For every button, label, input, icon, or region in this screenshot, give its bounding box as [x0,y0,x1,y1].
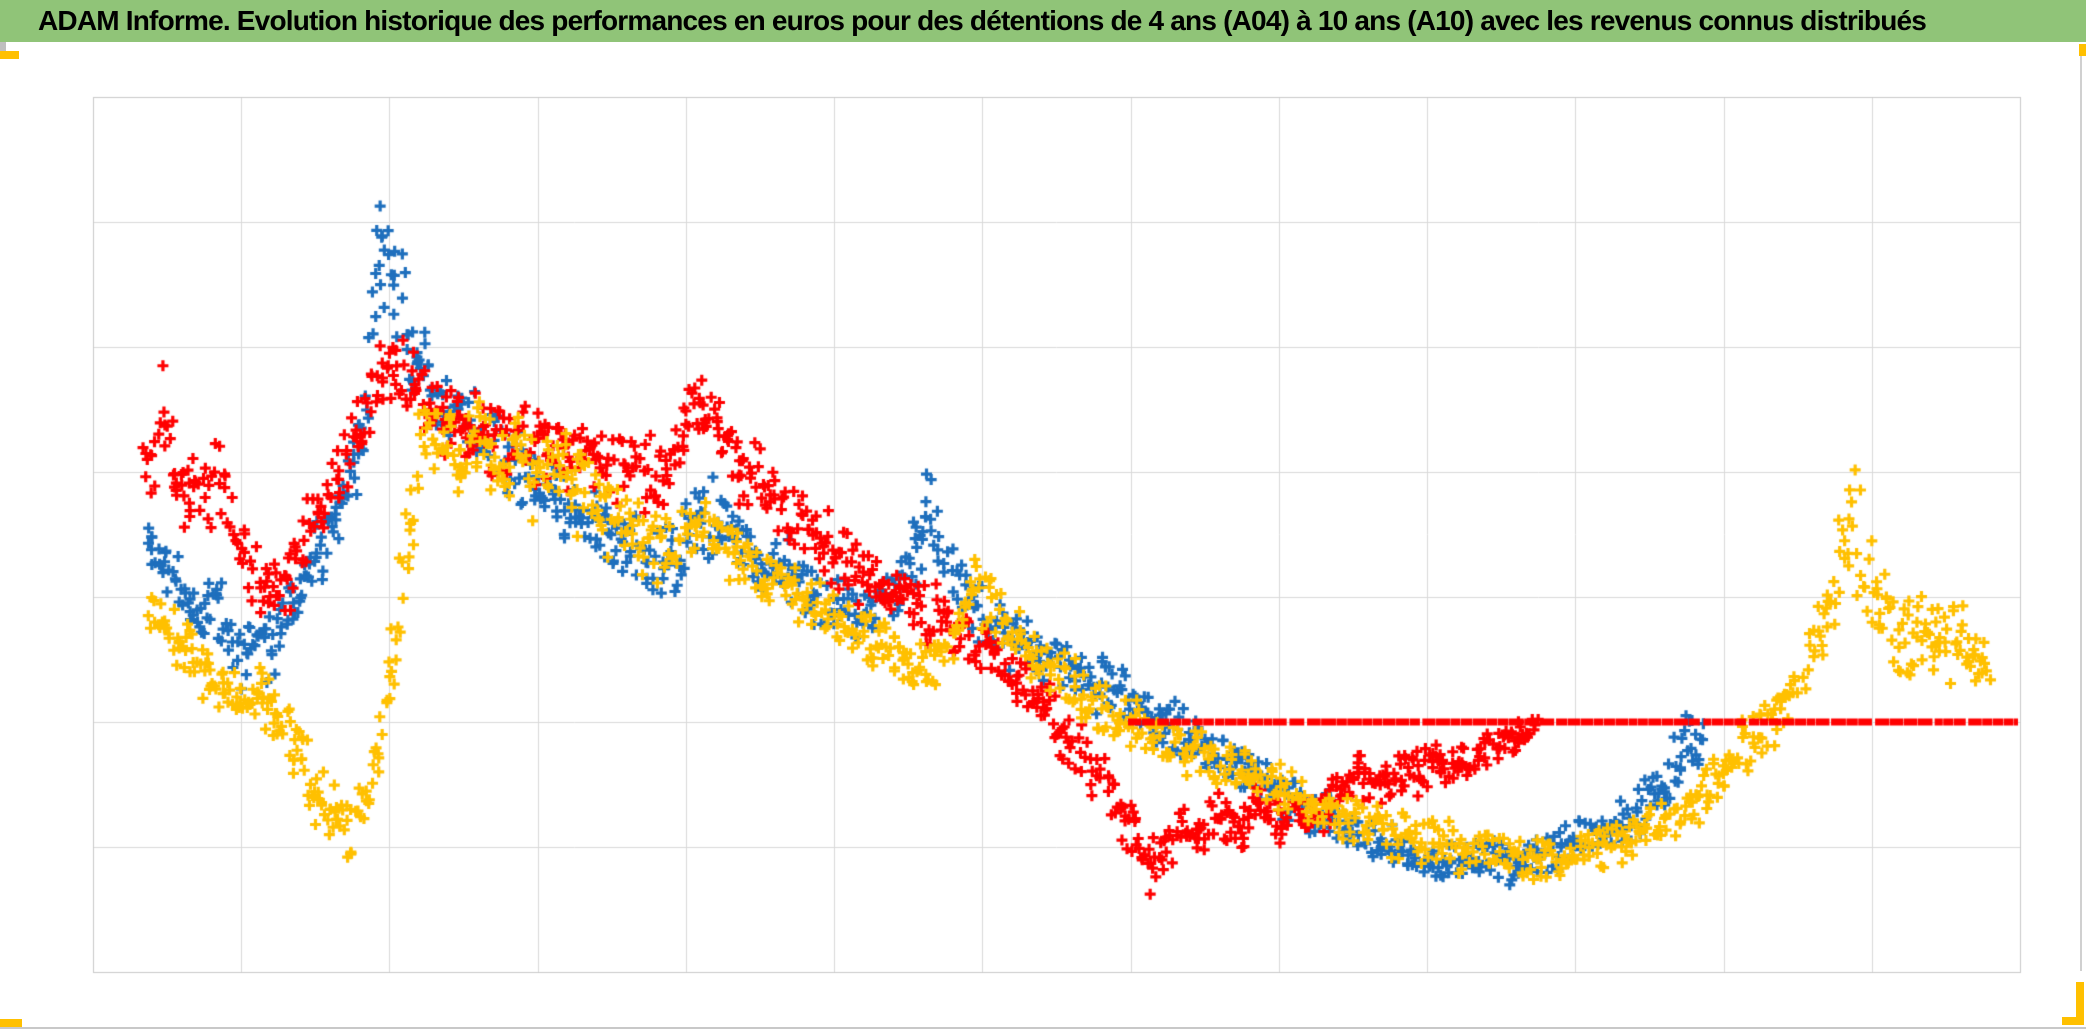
page-right-edge-line [2080,56,2082,971]
accent-top-right [2079,44,2086,56]
chart-title-text: ADAM Informe. Evolution historique des p… [38,5,1927,36]
accent-bottom-left [0,1019,22,1028]
accent-bottom-right-vertical [2076,982,2084,1025]
accent-top-left [0,51,19,59]
page-bottom-edge-line [0,1027,2086,1029]
left-edge-notch [0,42,6,52]
title-bar: ADAM Informe. Evolution historique des p… [0,0,2086,42]
accent-bottom-right-horizontal [2062,1017,2084,1025]
